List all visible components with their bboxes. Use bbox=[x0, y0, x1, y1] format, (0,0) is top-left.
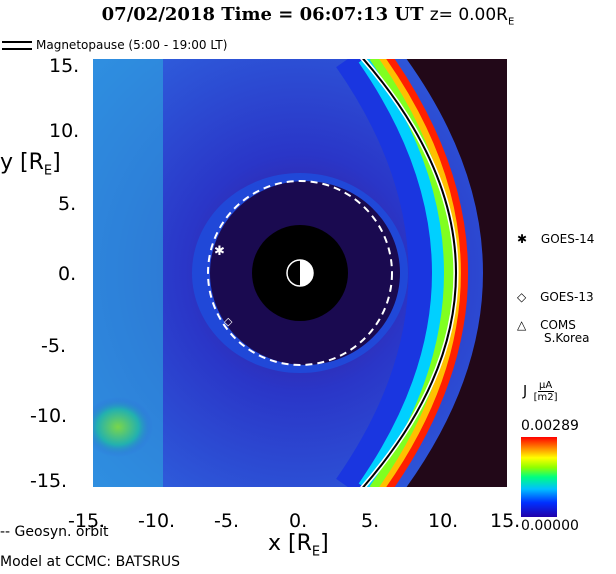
geosync-orbit bbox=[207, 180, 393, 366]
plot-title: 07/02/2018 Time = 06:07:13 UT z= 0.00RE bbox=[0, 4, 616, 27]
x-tick: -15. bbox=[68, 510, 106, 532]
colorbar-unit: [μA m2] bbox=[533, 380, 558, 403]
x-axis-label-text: x [R bbox=[268, 531, 312, 556]
title-tz: UT bbox=[394, 4, 424, 25]
sat-legend-goes13: ◇ GOES-13 bbox=[517, 290, 594, 304]
colorbar-max: 0.00289 bbox=[521, 418, 579, 434]
x-axis-label: x [RE] bbox=[268, 531, 329, 560]
sheath-yellow-band bbox=[379, 59, 466, 487]
current-density-map: ✱ ◇ bbox=[93, 59, 507, 487]
title-time: 06:07:13 bbox=[299, 4, 389, 25]
magnetopause-label: Magnetopause (5:00 - 19:00 LT) bbox=[36, 38, 228, 52]
y-axis-label-sub: E bbox=[43, 163, 53, 179]
y-tick: 15. bbox=[49, 55, 80, 77]
goes14-legend-icon: ✱ bbox=[517, 232, 528, 246]
sat-legend-goes14: ✱ GOES-14 bbox=[517, 232, 594, 246]
y-tick: -5. bbox=[41, 335, 66, 357]
colorbar-min: 0.00000 bbox=[521, 518, 579, 534]
coms-label-2: S.Korea bbox=[544, 331, 590, 345]
x-tick: 10. bbox=[428, 510, 459, 532]
colorbar bbox=[521, 437, 557, 517]
y-tick: -10. bbox=[30, 405, 68, 427]
solar-wind-region bbox=[406, 59, 507, 487]
goes13-label: GOES-13 bbox=[540, 290, 594, 304]
y-tick: -15. bbox=[30, 470, 68, 492]
sat-legend-coms: △ COMS bbox=[517, 318, 576, 332]
sheath-red-band bbox=[386, 59, 468, 487]
x-tick: 5. bbox=[361, 510, 380, 532]
y-axis-label-text: y [R bbox=[0, 150, 44, 175]
x-axis-label-sub: E bbox=[311, 544, 321, 560]
earth-dayside bbox=[300, 260, 313, 286]
colorbar-unit-top: μA bbox=[537, 380, 554, 392]
coms-legend-icon: △ bbox=[517, 318, 527, 332]
goes14-label: GOES-14 bbox=[540, 232, 595, 246]
goes13-legend-icon: ◇ bbox=[517, 290, 527, 304]
title-z-label: z= 0.00R bbox=[429, 5, 508, 25]
tail-blob bbox=[93, 397, 153, 457]
magnetopause-line-icon bbox=[2, 41, 32, 50]
colorbar-unit-bottom: m2 bbox=[537, 392, 554, 403]
goes13-marker: ◇ bbox=[224, 315, 233, 328]
title-z: z= 0.00RE bbox=[429, 5, 515, 28]
x-tick: 0. bbox=[289, 510, 308, 532]
x-tick: 15. bbox=[490, 510, 521, 532]
title-time-label: Time = bbox=[221, 4, 294, 25]
y-tick: 10. bbox=[49, 120, 80, 142]
title-z-sub: E bbox=[508, 16, 515, 28]
magnetopause-legend: Magnetopause (5:00 - 19:00 LT) bbox=[2, 38, 227, 52]
colorbar-label-j: J bbox=[523, 383, 528, 400]
y-tick: 0. bbox=[58, 263, 77, 285]
title-date: 07/02/2018 bbox=[101, 4, 215, 25]
map-svg: ✱ ◇ bbox=[93, 59, 507, 487]
goes14-marker: ✱ bbox=[214, 244, 225, 259]
x-tick: -5. bbox=[214, 510, 239, 532]
coms-label: COMS bbox=[540, 318, 576, 332]
geosync-legend: -- Geosyn. orbit bbox=[0, 524, 109, 540]
magnetopause-line bbox=[361, 59, 457, 487]
y-axis-label: y [RE] bbox=[0, 150, 61, 179]
y-tick: 5. bbox=[58, 193, 77, 215]
colorbar-label: J [μA m2] bbox=[523, 380, 558, 403]
x-tick: -10. bbox=[138, 510, 176, 532]
model-label: Model at CCMC: BATSRUS bbox=[0, 554, 180, 570]
